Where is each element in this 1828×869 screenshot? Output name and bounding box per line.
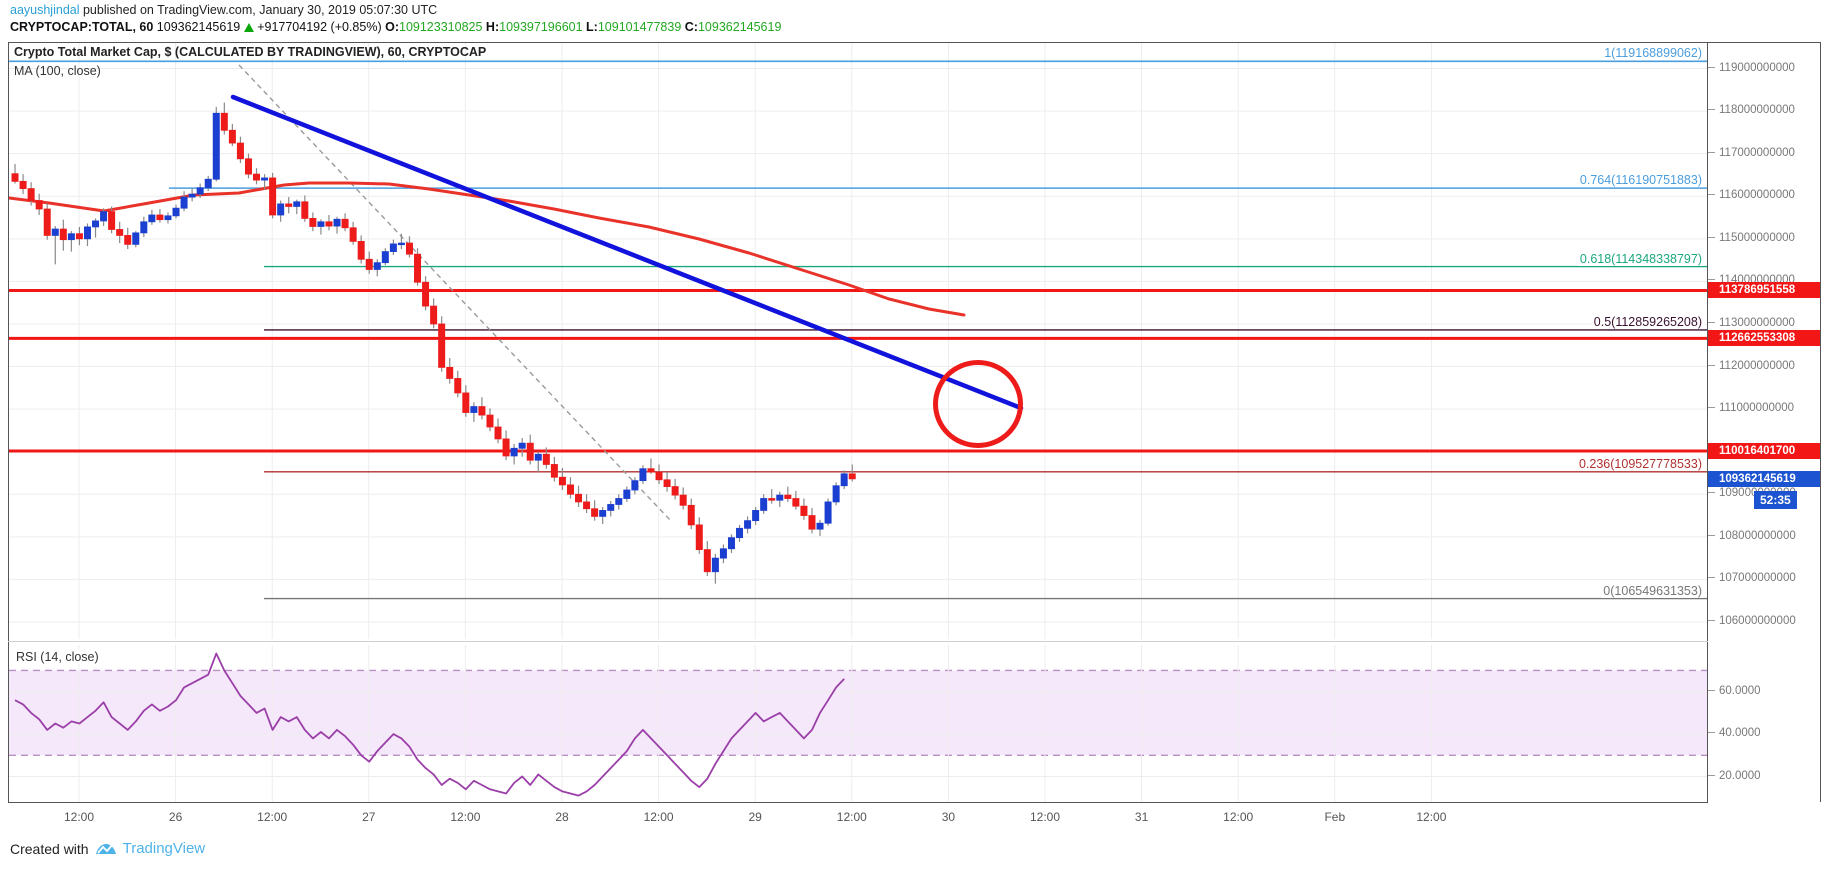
time-tick: Feb <box>1324 810 1346 824</box>
ma-legend: MA (100, close) <box>14 64 101 78</box>
price-badge[interactable]: 110016401700 <box>1708 442 1820 459</box>
fib-level-label-4: 0.236(109527778533) <box>1576 456 1704 471</box>
rsi-tick: 60.0000 <box>1708 685 1761 697</box>
price-tick-label: 116000000000 <box>1719 189 1795 202</box>
last-price: 109362145619 <box>156 20 241 34</box>
price-tick-label: 112000000000 <box>1719 359 1795 372</box>
time-tick: 26 <box>168 810 183 824</box>
price-axis[interactable]: 119000000000 118000000000 117000000000 1160… <box>1708 42 1820 802</box>
time-tick: 30 <box>941 810 956 824</box>
publication-line: aayushjindal published on TradingView.co… <box>10 3 437 17</box>
rsi-legend: RSI (14, close) <box>14 650 101 664</box>
publication-meta: published on TradingView.com, January 30… <box>79 3 438 17</box>
rsi-tick: 20.0000 <box>1708 770 1761 782</box>
tradingview-logo-icon <box>95 842 116 854</box>
series-legend: Crypto Total Market Cap, $ (CALCULATED B… <box>14 45 487 59</box>
fib-level-label-0: 1(119168899062) <box>1602 46 1704 61</box>
rsi-pane[interactable] <box>9 645 1707 802</box>
fib-level-label-5: 0(106549631353) <box>1601 583 1704 598</box>
price-badge-label: 109362145619 <box>1719 472 1796 485</box>
fib-level-label-3: 0.5(112859265208) <box>1591 314 1704 329</box>
price-tick: 112000000000 <box>1708 360 1795 372</box>
price-pane[interactable] <box>9 43 1707 639</box>
rsi-tick-label: 20.0000 <box>1719 769 1761 782</box>
time-tick: 31 <box>1134 810 1149 824</box>
price-chart-svg <box>9 43 1707 639</box>
time-tick: 12:00 <box>1223 810 1254 824</box>
time-tick: 12:00 <box>450 810 481 824</box>
price-tick-label: 111000000000 <box>1719 402 1795 415</box>
time-tick: 28 <box>555 810 569 824</box>
price-badge[interactable]: 112662553308 <box>1708 330 1820 347</box>
price-tick-label: 106000000000 <box>1719 614 1796 627</box>
price-tick: 118000000000 <box>1708 104 1795 116</box>
price-badge-label: 113786951558 <box>1719 284 1796 297</box>
author-name: aayushjindal <box>10 3 80 17</box>
price-axis-separator <box>1707 42 1708 802</box>
arrow-up-icon <box>243 23 254 32</box>
open-value: 109123310825 <box>399 20 483 34</box>
time-tick: 27 <box>362 810 376 824</box>
high-value: 109397196601 <box>499 20 583 34</box>
fib-level-label-1: 0.764(116190751883) <box>1577 173 1704 188</box>
time-tick: 29 <box>748 810 762 824</box>
rsi-tick-label: 40.0000 <box>1719 727 1761 740</box>
tradingview-brand: TradingView <box>122 840 206 857</box>
price-tick-label: 113000000000 <box>1719 316 1795 329</box>
time-tick: 12:00 <box>836 810 867 824</box>
created-with-label: Created with <box>10 840 89 857</box>
time-axis[interactable]: 12:00 26 12:00 27 12:00 28 12:00 29 12:00 30 12:00… <box>0 804 1828 834</box>
low-key: L: <box>586 20 598 34</box>
price-badge[interactable]: 113786951558 <box>1708 282 1820 299</box>
price-badge[interactable]: 109362145619 <box>1708 470 1820 487</box>
fib-level-label-2: 0.618(114348338797) <box>1577 251 1704 266</box>
time-axis-separator <box>8 802 1708 803</box>
time-tick: 12:00 <box>1029 810 1061 824</box>
price-tick: 108000000000 <box>1708 530 1796 542</box>
price-tick-label: 115000000000 <box>1719 231 1795 244</box>
price-tick-label: 108000000000 <box>1719 529 1796 542</box>
price-tick: 115000000000 <box>1708 232 1795 244</box>
price-tick: 117000000000 <box>1708 147 1795 159</box>
time-tick: 12:00 <box>1416 810 1447 824</box>
quote-line: CRYPTOCAP:TOTAL, 60 109362145619 +917704… <box>10 20 781 34</box>
price-badge-label: 110016401700 <box>1719 444 1796 457</box>
time-tick: 12:00 <box>257 810 288 824</box>
pane-separator <box>8 641 1708 642</box>
price-tick: 106000000000 <box>1708 615 1796 627</box>
chart-frame <box>8 42 1820 802</box>
breakout-highlight-circle <box>933 360 1023 448</box>
rsi-tick-label: 60.0000 <box>1719 684 1761 697</box>
price-tick: 107000000000 <box>1708 572 1796 584</box>
close-key: C: <box>684 20 698 34</box>
low-value: 109101477839 <box>597 20 682 34</box>
price-tick: 116000000000 <box>1708 189 1795 201</box>
time-tick: 12:00 <box>643 810 674 824</box>
time-tick: 12:00 <box>63 810 95 824</box>
footer-attribution: Created with TradingView <box>10 840 205 857</box>
price-tick: 111000000000 <box>1708 402 1794 414</box>
price-badge-label: 112662553308 <box>1719 332 1796 345</box>
price-tick-label: 119000000000 <box>1719 61 1795 74</box>
price-tick: 119000000000 <box>1708 62 1795 74</box>
price-tick-label: 107000000000 <box>1719 572 1796 585</box>
price-change: +917704192 (+0.85%) <box>257 20 382 34</box>
bar-countdown-badge: 52:35 <box>1754 490 1797 509</box>
price-tick: 113000000000 <box>1708 317 1795 329</box>
high-key: H: <box>485 20 500 34</box>
symbol-label: CRYPTOCAP:TOTAL, 60 <box>10 20 154 34</box>
price-tick-label: 118000000000 <box>1719 104 1795 117</box>
rsi-tick: 40.0000 <box>1708 727 1761 739</box>
price-tick-label: 117000000000 <box>1719 146 1795 159</box>
rsi-chart-svg <box>9 645 1707 802</box>
close-value: 109362145619 <box>697 20 782 34</box>
frame-right-edge <box>1820 42 1821 802</box>
open-key: O: <box>385 20 399 34</box>
